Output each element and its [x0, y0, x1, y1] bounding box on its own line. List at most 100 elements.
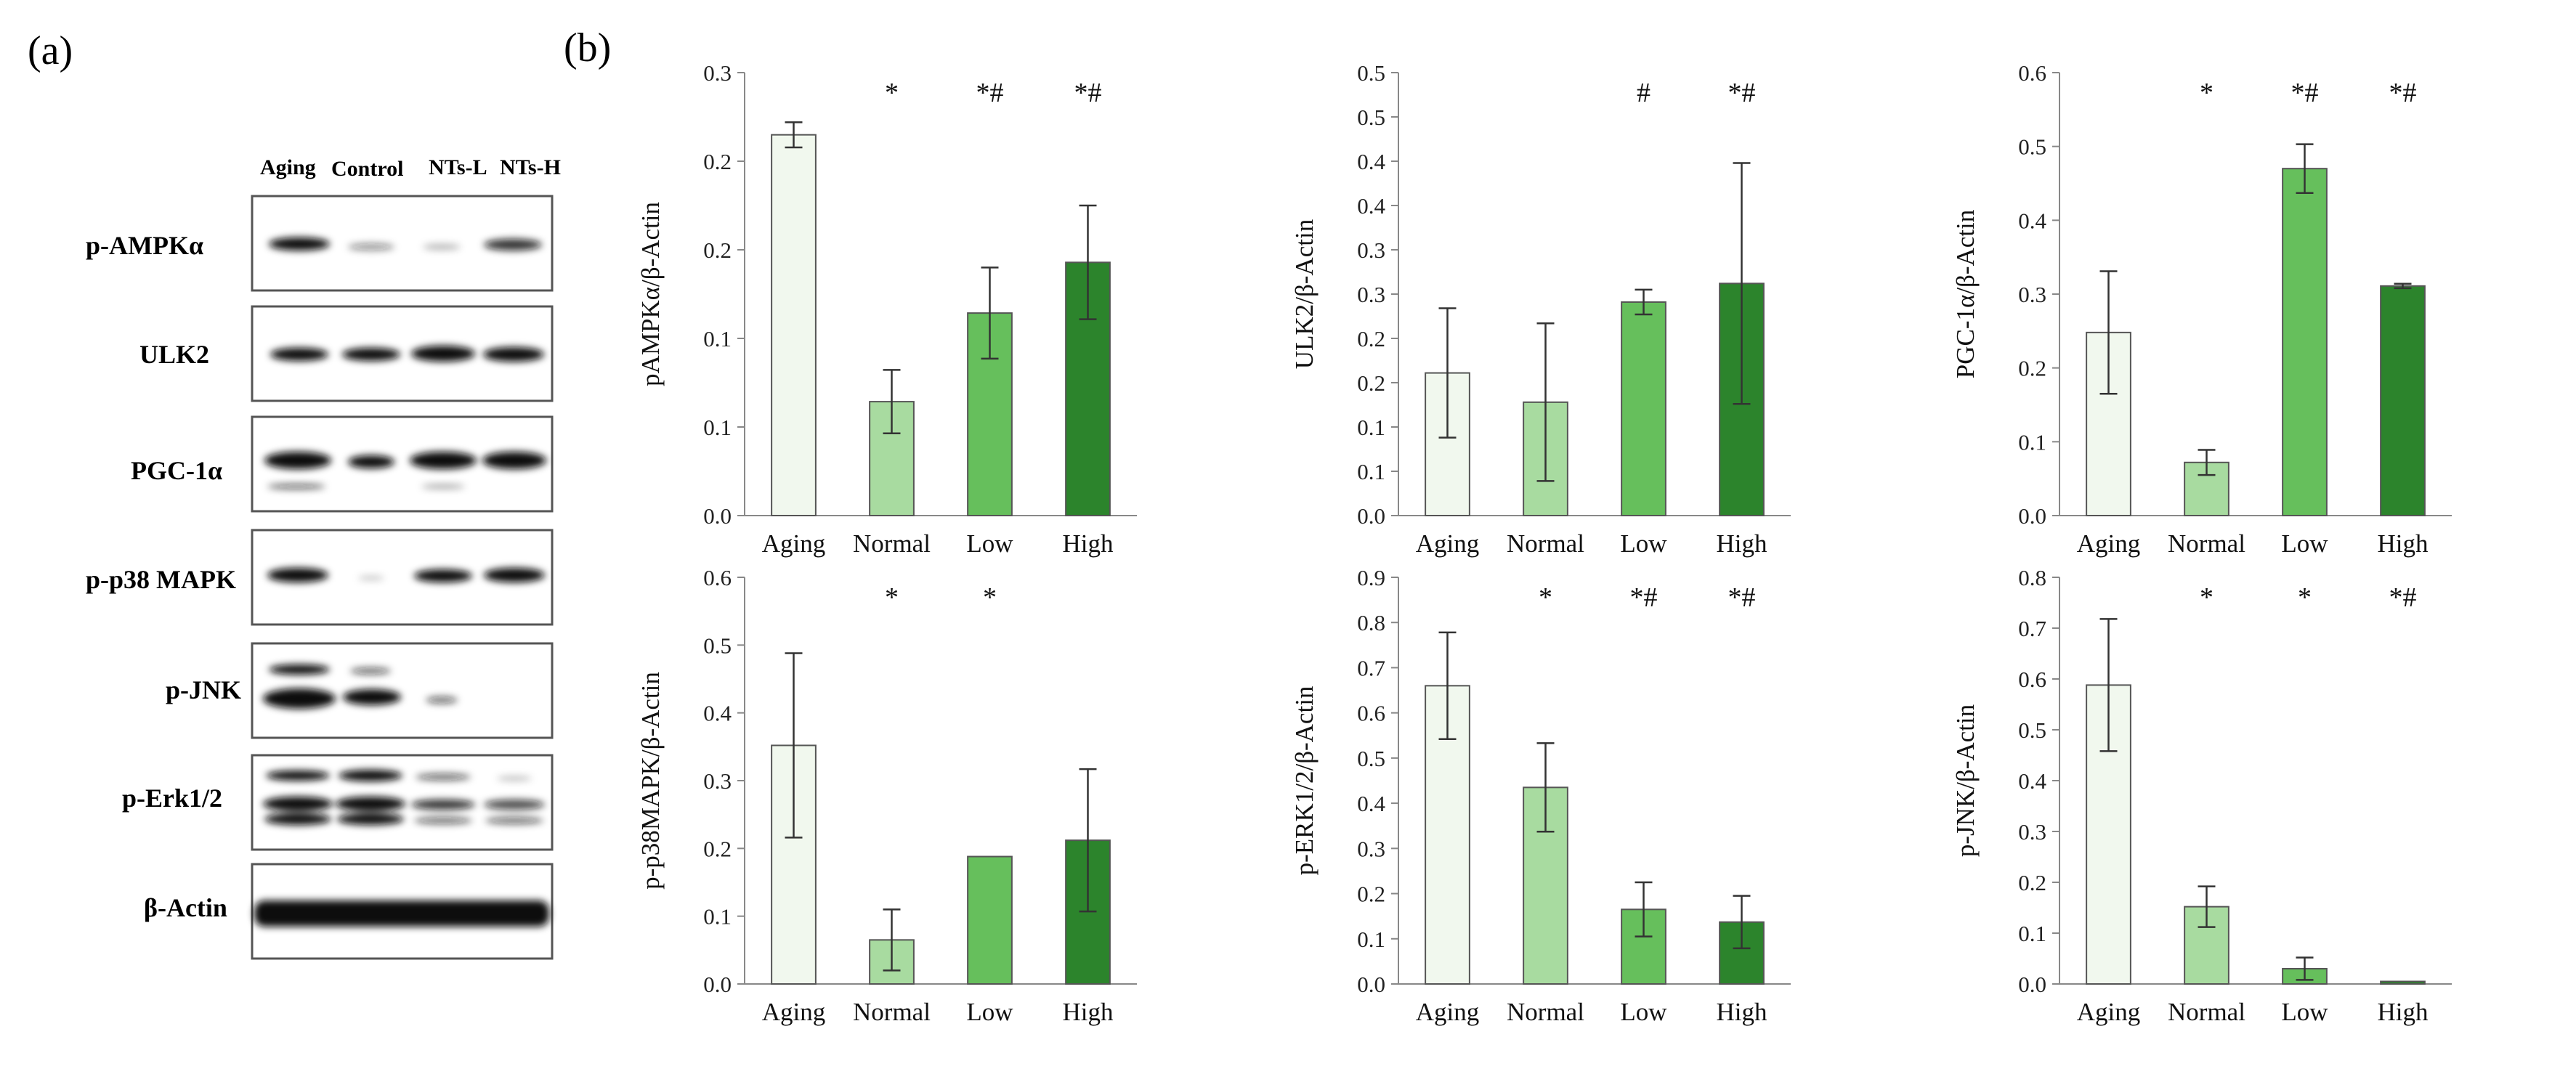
- band: [414, 569, 472, 582]
- category-label: Aging: [2077, 529, 2141, 558]
- band: [263, 797, 333, 811]
- y-tick-label: 0.2: [2018, 870, 2046, 895]
- chart-pampk: 0.0 0.1 0.1 0.2 0.2 0.3 pAMPKα/β-Actin Aging Nor…: [636, 60, 1137, 558]
- protein-label-bactin: β-Actin: [144, 893, 227, 922]
- y-tick-label: 0.7: [2018, 616, 2046, 641]
- y-tick-label: 0.2: [2018, 356, 2046, 381]
- band: [264, 452, 331, 469]
- chart-ulk2: 0.0 0.1 0.1 0.2 0.2 0.3 0.3 0.4 0.4 0.5 0.5 ULK2/β-…: [1290, 60, 1791, 558]
- y-tick-label: 0.6: [2018, 667, 2046, 692]
- y-tick-label: 0.3: [1357, 836, 1385, 861]
- category-label: High: [1717, 998, 1768, 1026]
- chart-perk: 0.0 0.1 0.2 0.3 0.4 0.5 0.6 0.7 0.8 0.9 p-ERK1/2/β…: [1290, 565, 1791, 1026]
- y-tick-label: 0.0: [1357, 972, 1385, 997]
- blot-frame-pp38: [251, 529, 554, 626]
- y-axis-label: p-p38MAPK/β-Actin: [636, 672, 665, 890]
- chart-pp38: 0.0 0.1 0.2 0.3 0.4 0.5 0.6 p-p38MAPK/β-Actin Ag…: [636, 565, 1137, 1026]
- y-tick-label: 0.5: [703, 632, 732, 658]
- category-label: Normal: [2168, 529, 2245, 558]
- y-tick-label: 0.1: [703, 326, 732, 351]
- protein-label-pampk: p-AMPKα: [86, 231, 203, 260]
- y-tick-label: 0.2: [703, 149, 732, 174]
- category-label: Aging: [1416, 998, 1480, 1026]
- y-tick-label: 0.2: [1357, 370, 1385, 396]
- bar-low: [967, 855, 1013, 985]
- category-label: Low: [966, 998, 1013, 1026]
- y-tick-label: 0.8: [1357, 610, 1385, 635]
- band: [421, 484, 465, 489]
- bar-low: [2282, 168, 2328, 517]
- y-tick-label: 0.0: [1357, 503, 1385, 529]
- protein-label-pjnk: p-JNK: [166, 675, 241, 704]
- blot-frame-pgc1a: [251, 415, 554, 513]
- significance-mark: *#: [1728, 78, 1756, 108]
- protein-label-pp38: p-p38 MAPK: [86, 565, 236, 594]
- significance-mark: *#: [1074, 78, 1102, 108]
- y-tick-label: 0.0: [2018, 972, 2046, 997]
- category-label: Low: [2281, 529, 2328, 558]
- lane-label-control: Control: [331, 157, 403, 181]
- y-tick-label: 0.2: [1357, 326, 1385, 351]
- y-tick-label: 0.5: [1357, 746, 1385, 771]
- bar-high: [2380, 285, 2426, 516]
- y-tick-label: 0.8: [2018, 565, 2046, 590]
- band: [484, 800, 545, 810]
- lane-label-nts-h: NTs-H: [500, 155, 561, 179]
- category-label: High: [1063, 998, 1114, 1026]
- protein-label-perk: p-Erk1/2: [122, 784, 222, 813]
- y-tick-label: 0.0: [2018, 503, 2046, 529]
- y-tick-label: 0.1: [2018, 429, 2046, 455]
- panel-a-label: (a): [28, 28, 73, 73]
- y-tick-label: 0.4: [2018, 768, 2046, 794]
- y-tick-label: 0.3: [2018, 819, 2046, 845]
- band: [267, 484, 325, 489]
- significance-mark: *: [2200, 582, 2214, 613]
- category-label: Aging: [2077, 998, 2141, 1026]
- band: [270, 348, 328, 361]
- y-tick-label: 0.5: [1357, 60, 1385, 86]
- y-tick-label: 0.3: [1357, 237, 1385, 263]
- band: [414, 817, 472, 824]
- band: [484, 568, 545, 582]
- y-tick-label: 0.1: [1357, 415, 1385, 440]
- band: [269, 237, 330, 251]
- chart-pgc1a: 0.0 0.1 0.2 0.3 0.4 0.5 0.6 PGC-1α/β-Actin Aging…: [1951, 60, 2452, 558]
- category-label: Low: [966, 529, 1013, 558]
- y-tick-label: 0.3: [703, 60, 732, 86]
- bar-low: [1621, 301, 1666, 516]
- significance-mark: *#: [1630, 582, 1658, 613]
- band: [266, 770, 330, 781]
- bar-high: [2380, 980, 2426, 985]
- significance-mark: #: [1637, 78, 1650, 108]
- band: [263, 688, 336, 709]
- y-tick-label: 0.1: [703, 415, 732, 440]
- band: [423, 244, 461, 250]
- band: [339, 770, 402, 781]
- band: [342, 348, 400, 361]
- y-tick-label: 0.5: [2018, 134, 2046, 160]
- band: [410, 452, 477, 469]
- significance-mark: *#: [976, 78, 1004, 108]
- significance-mark: *#: [2389, 582, 2417, 613]
- y-tick-label: 0.2: [1357, 882, 1385, 907]
- significance-mark: *: [2298, 582, 2312, 613]
- y-tick-label: 0.1: [703, 904, 732, 930]
- band: [358, 576, 384, 580]
- y-axis-label: pAMPKα/β-Actin: [636, 202, 665, 386]
- band: [426, 696, 458, 704]
- band: [497, 776, 532, 781]
- bar-normal: [2184, 461, 2229, 516]
- y-tick-label: 0.2: [703, 237, 732, 263]
- band: [267, 568, 328, 582]
- band: [254, 900, 549, 927]
- category-label: Aging: [1416, 529, 1480, 558]
- y-tick-label: 0.3: [2018, 282, 2046, 307]
- significance-mark: *: [1539, 582, 1552, 613]
- y-tick-label: 0.4: [2018, 208, 2046, 233]
- significance-mark: *: [885, 78, 899, 108]
- bar-aging: [771, 134, 817, 517]
- band: [483, 347, 544, 362]
- category-label: High: [2378, 529, 2429, 558]
- significance-mark: *#: [2291, 78, 2319, 108]
- y-tick-label: 0.9: [1357, 565, 1385, 590]
